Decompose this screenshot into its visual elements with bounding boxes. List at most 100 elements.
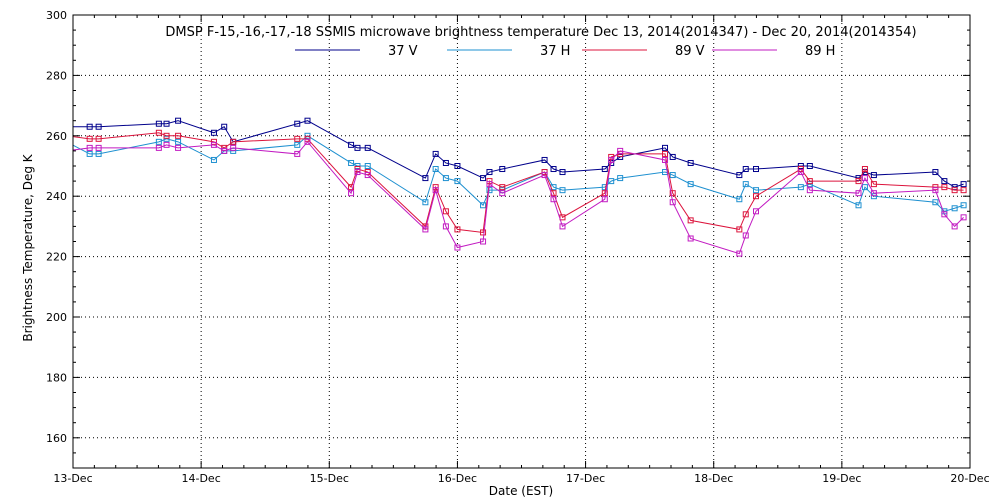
data-point <box>608 156 615 163</box>
series-line <box>73 141 964 255</box>
data-point <box>687 235 694 242</box>
data-point <box>669 199 676 206</box>
data-point <box>348 184 355 191</box>
data-point <box>95 144 102 151</box>
data-point <box>442 208 449 215</box>
data-point <box>736 172 743 179</box>
data-point <box>454 163 461 169</box>
data-point <box>870 190 877 197</box>
data-point <box>855 202 862 209</box>
data-point <box>951 205 958 212</box>
data-point <box>422 226 429 233</box>
data-point <box>354 144 361 151</box>
data-point <box>480 229 487 236</box>
x-tick-label: 17-Dec <box>566 472 605 485</box>
data-point <box>499 166 506 173</box>
y-tick-label: 300 <box>46 9 67 22</box>
data-point <box>669 190 676 197</box>
data-point <box>163 141 170 148</box>
data-point <box>86 123 93 130</box>
legend-label: 89 V <box>675 44 705 59</box>
data-point <box>221 147 228 154</box>
data-point <box>432 166 439 173</box>
data-point <box>442 159 449 166</box>
data-point <box>742 181 749 188</box>
data-point <box>442 223 449 230</box>
data-point <box>432 150 439 157</box>
data-point <box>304 117 311 124</box>
y-axis-label: Brightness Temperature, Deg K <box>21 153 35 341</box>
grid <box>73 15 970 468</box>
data-point <box>175 132 182 139</box>
y-tick-label: 240 <box>46 190 67 203</box>
data-point <box>861 166 868 173</box>
data-point <box>753 193 760 200</box>
legend-label: 37 H <box>540 44 570 59</box>
data-point <box>163 135 170 142</box>
data-point <box>742 232 749 239</box>
series-layer <box>73 117 967 257</box>
data-point <box>163 132 170 139</box>
data-point <box>601 166 608 173</box>
data-point <box>855 190 862 197</box>
data-point <box>541 172 548 179</box>
data-point <box>753 208 760 215</box>
data-point <box>175 138 182 145</box>
data-point <box>364 144 371 151</box>
data-point <box>601 196 608 203</box>
data-point <box>95 150 102 157</box>
data-point <box>480 175 487 182</box>
axis-ticks: 160 180 200 220 240 260 280 300 13-Dec 14-Dec 15-D… <box>46 9 990 485</box>
data-point <box>951 187 958 194</box>
data-point <box>861 175 868 182</box>
legend: 37 V 37 H 89 V 89 H <box>295 44 835 59</box>
data-point <box>304 138 311 145</box>
y-tick-label: 260 <box>46 130 67 143</box>
data-point <box>662 156 669 163</box>
x-tick-label: 20-Dec <box>950 472 989 485</box>
data-point <box>870 172 877 179</box>
x-tick-label: 19-Dec <box>822 472 861 485</box>
data-point <box>806 163 813 169</box>
data-point <box>559 187 566 194</box>
data-point <box>806 187 813 194</box>
series-line <box>73 132 964 233</box>
data-point <box>499 190 506 197</box>
data-point <box>86 144 93 151</box>
data-point <box>932 187 939 194</box>
data-point <box>486 169 493 176</box>
data-point <box>870 193 877 200</box>
data-point <box>601 190 608 197</box>
data-point <box>155 144 162 151</box>
data-point <box>210 138 217 145</box>
x-tick-label: 16-Dec <box>438 472 477 485</box>
data-point <box>960 202 967 209</box>
data-point <box>294 150 301 157</box>
x-tick-label: 18-Dec <box>694 472 733 485</box>
data-point <box>662 150 669 157</box>
data-point <box>742 211 749 218</box>
data-point <box>422 199 429 206</box>
data-point <box>348 190 355 197</box>
data-point <box>617 175 624 182</box>
data-point <box>617 147 624 154</box>
data-point <box>480 202 487 209</box>
data-point <box>294 120 301 127</box>
data-point <box>753 166 760 173</box>
data-point <box>454 244 461 251</box>
data-point <box>364 172 371 179</box>
data-point <box>480 238 487 245</box>
data-point <box>95 135 102 142</box>
data-point <box>95 123 102 130</box>
x-tick-label: 14-Dec <box>182 472 221 485</box>
legend-item: 37 V <box>295 44 418 59</box>
y-tick-label: 160 <box>46 432 67 445</box>
data-point <box>486 181 493 188</box>
data-point <box>797 169 804 176</box>
data-point <box>175 117 182 124</box>
y-tick-label: 200 <box>46 311 67 324</box>
series-89-v <box>73 129 967 236</box>
data-point <box>932 169 939 176</box>
